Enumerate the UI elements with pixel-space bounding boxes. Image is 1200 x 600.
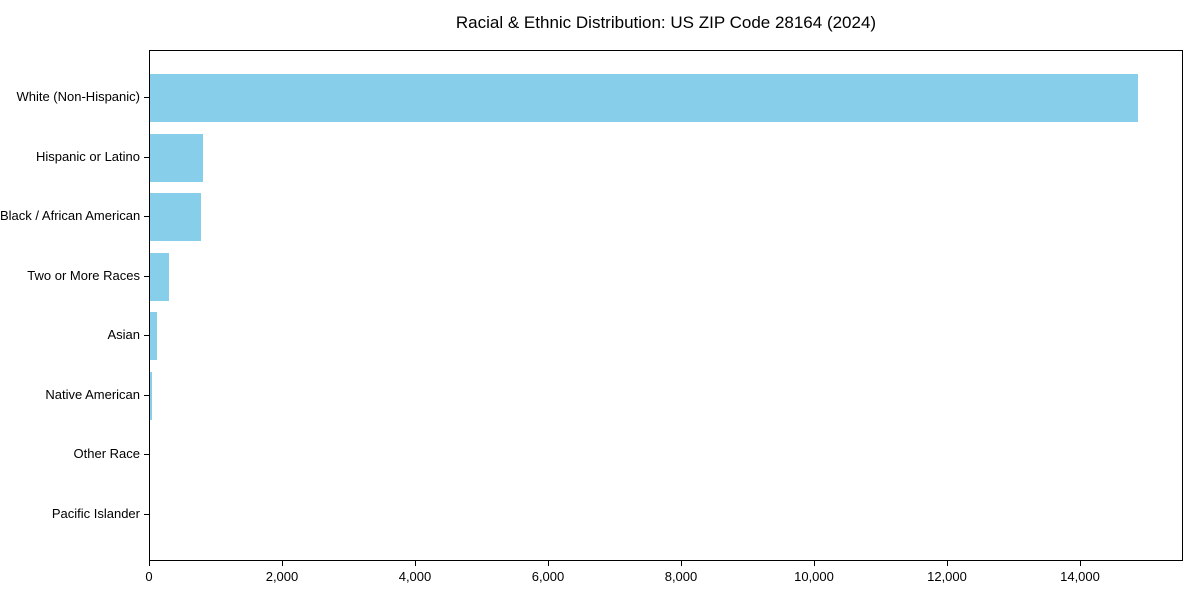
bar-hispanic-or-latino [150, 134, 203, 182]
chart-title: Racial & Ethnic Distribution: US ZIP Cod… [455, 13, 877, 32]
y-tick-mark [144, 97, 149, 98]
x-tick-mark [814, 561, 815, 566]
x-tick-mark [947, 561, 948, 566]
y-axis-label: Asian [107, 327, 140, 342]
plot-area [149, 50, 1183, 561]
y-axis-label: Other Race [73, 446, 140, 461]
y-tick-mark [144, 395, 149, 396]
x-tick-label: 10,000 [794, 569, 834, 584]
y-axis-label: White (Non-Hispanic) [16, 89, 140, 104]
y-axis-label: Two or More Races [27, 268, 140, 283]
bar-white-non-hispanic [150, 74, 1138, 122]
x-tick-label: 8,000 [664, 569, 698, 584]
x-tick-mark [415, 561, 416, 566]
x-tick-mark [681, 561, 682, 566]
x-tick-mark [282, 561, 283, 566]
y-tick-mark [144, 454, 149, 455]
x-tick-mark [548, 561, 549, 566]
bar-asian [150, 312, 157, 360]
x-tick-label: 14,000 [1060, 569, 1100, 584]
y-axis-label: Native American [45, 387, 140, 402]
bar-two-or-more-races [150, 253, 169, 301]
x-tick-label: 6,000 [531, 569, 565, 584]
y-tick-mark [144, 157, 149, 158]
y-axis-label: Pacific Islander [51, 506, 140, 521]
y-axis-label: Hispanic or Latino [35, 149, 140, 164]
y-tick-mark [144, 216, 149, 217]
y-tick-mark [144, 276, 149, 277]
x-tick-mark [149, 561, 150, 566]
x-tick-mark [1080, 561, 1081, 566]
y-axis-label: Black / African American [0, 208, 141, 223]
bar-black-african-american [150, 193, 202, 241]
y-tick-mark [144, 514, 149, 515]
x-tick-label: 0 [145, 569, 153, 584]
y-tick-mark [144, 335, 149, 336]
x-tick-label: 2,000 [265, 569, 299, 584]
x-tick-label: 4,000 [398, 569, 432, 584]
bar-native-american [150, 372, 152, 420]
x-tick-label: 12,000 [927, 569, 967, 584]
